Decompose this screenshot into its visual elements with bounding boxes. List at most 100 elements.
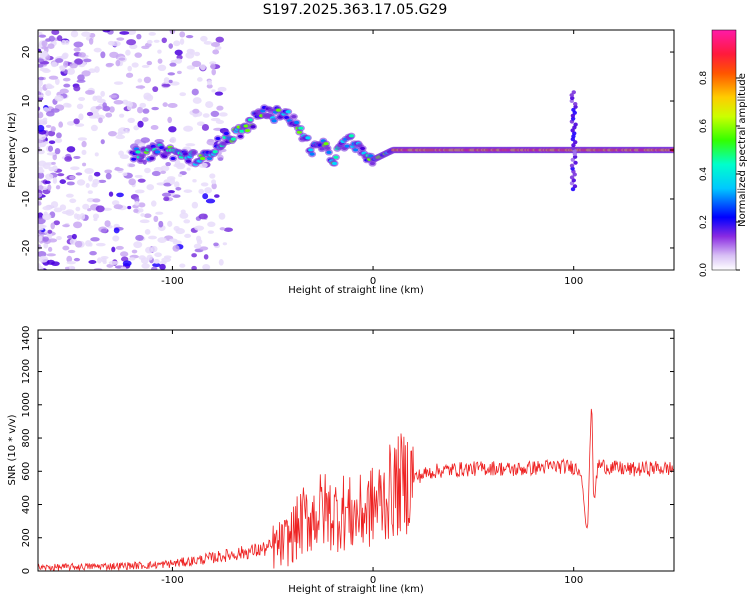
spectrogram-cell [200,35,208,42]
spectrogram-cell [45,111,55,117]
spectrogram-cell [137,106,144,114]
spectrogram-cell [174,58,183,64]
spectrogram-cell [169,62,177,67]
spectrogram-cell [222,242,228,246]
spectrogram-cell [73,41,84,48]
spectrogram-cell [45,83,53,90]
snr-y-tick-label: 400 [21,495,32,514]
spectrogram-cell [196,235,202,242]
spectrogram-cell [74,58,83,65]
spectrogram-cell [45,124,52,128]
spectrogram-cell [137,120,144,128]
spectrogram-cell [168,79,173,84]
spectrogram-cell [88,115,99,119]
spectrogram-cell [38,106,41,111]
snr-y-ticks: 0 200 400 600 800 1000 1200 1400 [21,326,674,574]
spectrogram-cell [210,41,221,48]
spectrogram-cell [211,68,216,76]
colorbar-tick-label: 0.0 [699,263,709,278]
spectrogram-cell [116,37,125,41]
spectrogram-cell [291,115,297,119]
spectrogram-cell [128,257,136,261]
spectrogram-cell [38,94,45,98]
spectrogram-cell [152,262,161,268]
spectrogram-cell [570,146,576,151]
spectrogram-cell [73,85,81,92]
spectrogram-cell [47,43,55,49]
spectrogram-cell [218,258,224,266]
spectrogram-cell [38,250,47,258]
spectrogram-cell [81,149,87,156]
spectrogram-cell [571,178,576,183]
spectrogram-cell [153,258,160,264]
spectrogram-cell [59,88,69,94]
spectrogram-cell [51,30,60,35]
spectrogram-cell [93,171,101,177]
snr-y-tick-label: 0 [21,568,32,574]
spectrogram-cell [102,30,111,33]
spectrogram-cell [183,125,194,132]
spectrogram-cell [172,245,180,252]
spectrogram-cell [56,132,62,139]
spectrogram-cell [113,99,124,105]
spectrogram-cell [89,250,97,256]
spectrogram-cell [185,159,192,163]
spectrogram-cell [184,233,192,239]
spectrogram-cell [331,161,338,166]
spectrogram-cell [54,147,61,155]
spectrogram-cell [125,49,131,56]
spectrogram-cell [294,120,300,125]
spectrogram-x-axis-label: Height of straight line (km) [288,285,424,296]
spectrogram-cell [326,150,332,154]
snr-panel: -100 0 100 0 200 400 600 800 1000 1200 1400 Heigh… [7,326,675,595]
spectrogram-cell [298,126,304,130]
spectrogram-cell [570,187,576,192]
spectrogram-cell [141,64,150,68]
spectrogram-cell [309,152,315,156]
spectrogram-cell [100,139,105,145]
spectrogram-cell [175,186,182,191]
spectrogram-cell [191,201,199,209]
spectrogram-cell [200,182,209,187]
spectrogram-y-tick-label: 10 [21,95,32,108]
spectrogram-cell [144,229,151,235]
spectrogram-cell [108,94,118,99]
spectrogram-cell [131,249,138,254]
spectrogram-cell [179,263,186,268]
spectrogram-cell [146,254,153,261]
spectrogram-cell [152,86,159,93]
spectrogram-cell [142,117,149,122]
spectrogram-cell [65,193,74,198]
spectrogram-cell [211,179,217,185]
spectrogram-cell [570,116,576,121]
spectrogram-cell [113,204,123,210]
spectrogram-cell [215,136,221,141]
figure-title: S197.2025.363.17.05.G29 [263,2,448,18]
spectrogram-cell [271,119,277,123]
spectrogram-cell [90,237,100,242]
spectrogram-cell [108,130,117,137]
spectrogram-cell [55,58,64,63]
spectrogram-cell [118,113,125,118]
spectrogram-cell [352,148,359,152]
spectrogram-cell [69,62,78,69]
spectrogram-cell [42,205,52,211]
spectrogram-cell [192,112,198,118]
spectrogram-cell [159,263,166,270]
spectrogram-cell [69,175,76,180]
spectrogram-cell [571,90,576,95]
spectrogram-cell [94,152,99,157]
colorbar-tick-label: 0.8 [699,71,709,86]
spectrogram-cell [52,177,58,184]
spectrogram-cell [59,204,67,211]
spectrogram-x-ticks: -100 0 100 [161,30,583,287]
spectrogram-cell [179,38,185,45]
spectrogram-cell [296,130,303,134]
spectrogram-cell [133,125,140,131]
spectrogram-cell [209,173,216,179]
spectrogram-cell [64,266,70,270]
spectrogram-cell [119,154,130,160]
spectrogram-cell [38,168,45,174]
spectrogram-cell [38,110,41,114]
spectrogram-cell [139,219,150,224]
